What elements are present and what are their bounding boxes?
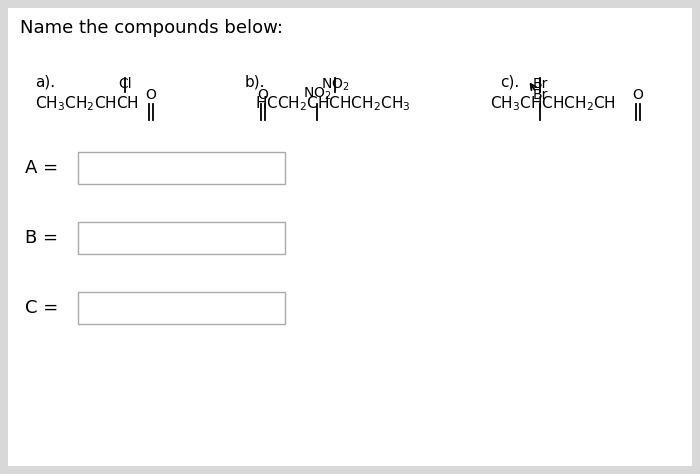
Text: c).: c). xyxy=(500,74,519,89)
Text: O: O xyxy=(633,88,643,102)
Text: NO$_2$: NO$_2$ xyxy=(321,77,349,93)
Text: a).: a). xyxy=(35,74,55,89)
Text: Name the compounds below:: Name the compounds below: xyxy=(20,19,283,37)
FancyBboxPatch shape xyxy=(78,292,285,324)
Text: C =: C = xyxy=(25,299,58,317)
Text: Cl: Cl xyxy=(118,77,132,91)
Text: CH$_3$CH$_2$CHCH: CH$_3$CH$_2$CHCH xyxy=(35,94,139,113)
Text: NO$_2$: NO$_2$ xyxy=(302,86,331,102)
Text: A =: A = xyxy=(25,159,58,177)
FancyBboxPatch shape xyxy=(78,152,285,184)
Text: O: O xyxy=(258,88,268,102)
FancyBboxPatch shape xyxy=(8,8,692,466)
Text: CH$_3$CHCHCH$_2$CH: CH$_3$CHCHCH$_2$CH xyxy=(490,94,616,113)
Text: Br: Br xyxy=(532,77,547,91)
FancyBboxPatch shape xyxy=(78,222,285,254)
Text: HCCH$_2$CHCHCH$_2$CH$_3$: HCCH$_2$CHCHCH$_2$CH$_3$ xyxy=(255,94,410,113)
Text: Br: Br xyxy=(532,88,547,102)
Text: B =: B = xyxy=(25,229,58,247)
Text: O: O xyxy=(146,88,156,102)
Text: b).: b). xyxy=(245,74,265,89)
